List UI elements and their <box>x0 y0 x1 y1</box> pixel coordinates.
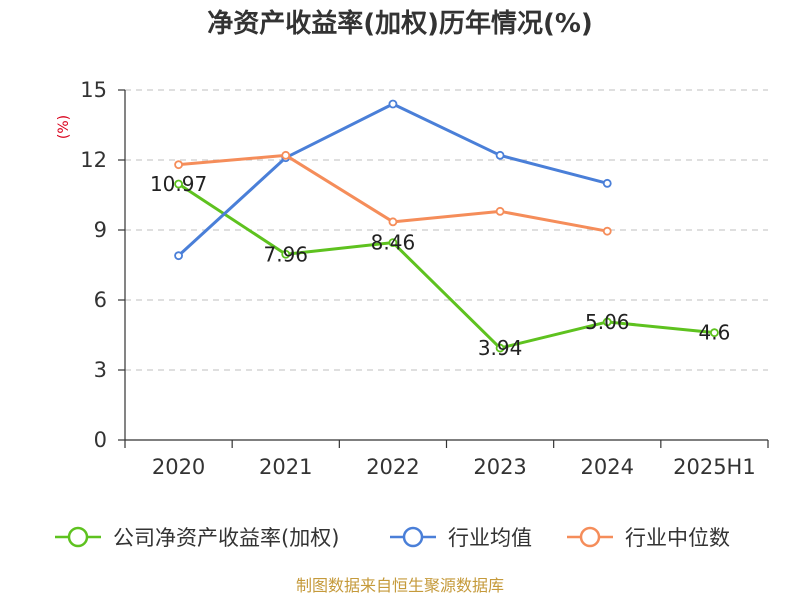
y-tick-label: 12 <box>80 148 107 172</box>
data-point <box>495 206 505 216</box>
y-tick-label: 6 <box>94 288 107 312</box>
source-note: 制图数据来自恒生聚源数据库 <box>296 576 504 595</box>
data-point <box>710 328 719 338</box>
data-point <box>388 99 398 109</box>
data-label: 3.94 <box>478 336 523 360</box>
data-labels: 10.97 7.96 8.46 3.94 5.06 4.6 <box>150 172 730 360</box>
data-point <box>174 251 183 261</box>
data-point <box>174 160 183 170</box>
data-point <box>174 179 183 189</box>
data-point <box>602 226 612 236</box>
x-tick-label: 2022 <box>366 455 419 479</box>
series-lines <box>174 99 719 353</box>
series-line-0 <box>177 182 715 350</box>
data-label: 7.96 <box>263 242 308 266</box>
chart-title: 净资产收益率(加权)历年情况(%) <box>207 8 593 39</box>
data-point <box>602 317 612 327</box>
x-tick-label: 2025H1 <box>673 455 756 479</box>
data-point <box>602 178 612 188</box>
x-tick-label: 2021 <box>259 455 312 479</box>
data-point <box>388 238 398 248</box>
y-tick-label: 15 <box>80 78 107 102</box>
gridlines <box>125 89 768 371</box>
legend-swatch-marker <box>402 526 424 548</box>
y-tick-label: 0 <box>94 428 107 452</box>
x-tick-label: 2024 <box>581 455 634 479</box>
data-label: 4.6 <box>699 321 731 345</box>
y-tick-label: 3 <box>94 358 107 382</box>
legend-swatch-marker <box>67 526 89 548</box>
data-point <box>388 217 398 227</box>
data-point <box>281 150 291 160</box>
data-label: 5.06 <box>585 310 630 334</box>
y-axis-unit-label: (%) <box>56 115 72 139</box>
legend-label: 行业均值 <box>448 526 532 550</box>
legend: 公司净资产收益率(加权) 行业均值 行业中位数 <box>55 526 730 550</box>
y-tick-label: 9 <box>94 218 107 242</box>
legend-label: 公司净资产收益率(加权) <box>113 526 339 550</box>
legend-swatch-marker <box>579 526 601 548</box>
data-point <box>495 343 505 353</box>
x-tick-label: 2020 <box>152 455 205 479</box>
data-label: 10.97 <box>150 172 207 196</box>
legend-label: 行业中位数 <box>625 526 730 550</box>
data-point <box>495 150 505 160</box>
axes: 0 3 6 9 12 15 2020 2021 2022 2023 2024 2025H1 <box>80 78 769 479</box>
data-label: 8.46 <box>371 231 416 255</box>
data-point <box>281 249 291 259</box>
x-tick-label: 2023 <box>473 455 526 479</box>
